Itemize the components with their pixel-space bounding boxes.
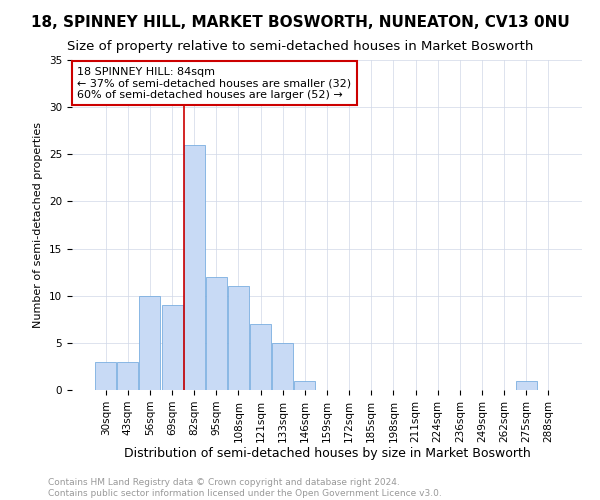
Bar [139,296,160,390]
Text: Contains HM Land Registry data © Crown copyright and database right 2024.
Contai: Contains HM Land Registry data © Crown c… [48,478,442,498]
Text: Size of property relative to semi-detached houses in Market Bosworth: Size of property relative to semi-detach… [67,40,533,53]
Text: 18, SPINNEY HILL, MARKET BOSWORTH, NUNEATON, CV13 0NU: 18, SPINNEY HILL, MARKET BOSWORTH, NUNEA… [31,15,569,30]
Bar [161,305,182,390]
X-axis label: Distribution of semi-detached houses by size in Market Bosworth: Distribution of semi-detached houses by … [124,448,530,460]
Bar [95,362,116,390]
Bar [295,380,316,390]
Bar [206,277,227,390]
Bar [515,380,536,390]
Bar [118,362,139,390]
Bar [228,286,249,390]
Bar [250,324,271,390]
Bar [184,145,205,390]
Text: 18 SPINNEY HILL: 84sqm
← 37% of semi-detached houses are smaller (32)
60% of sem: 18 SPINNEY HILL: 84sqm ← 37% of semi-det… [77,66,351,100]
Y-axis label: Number of semi-detached properties: Number of semi-detached properties [34,122,43,328]
Bar [272,343,293,390]
